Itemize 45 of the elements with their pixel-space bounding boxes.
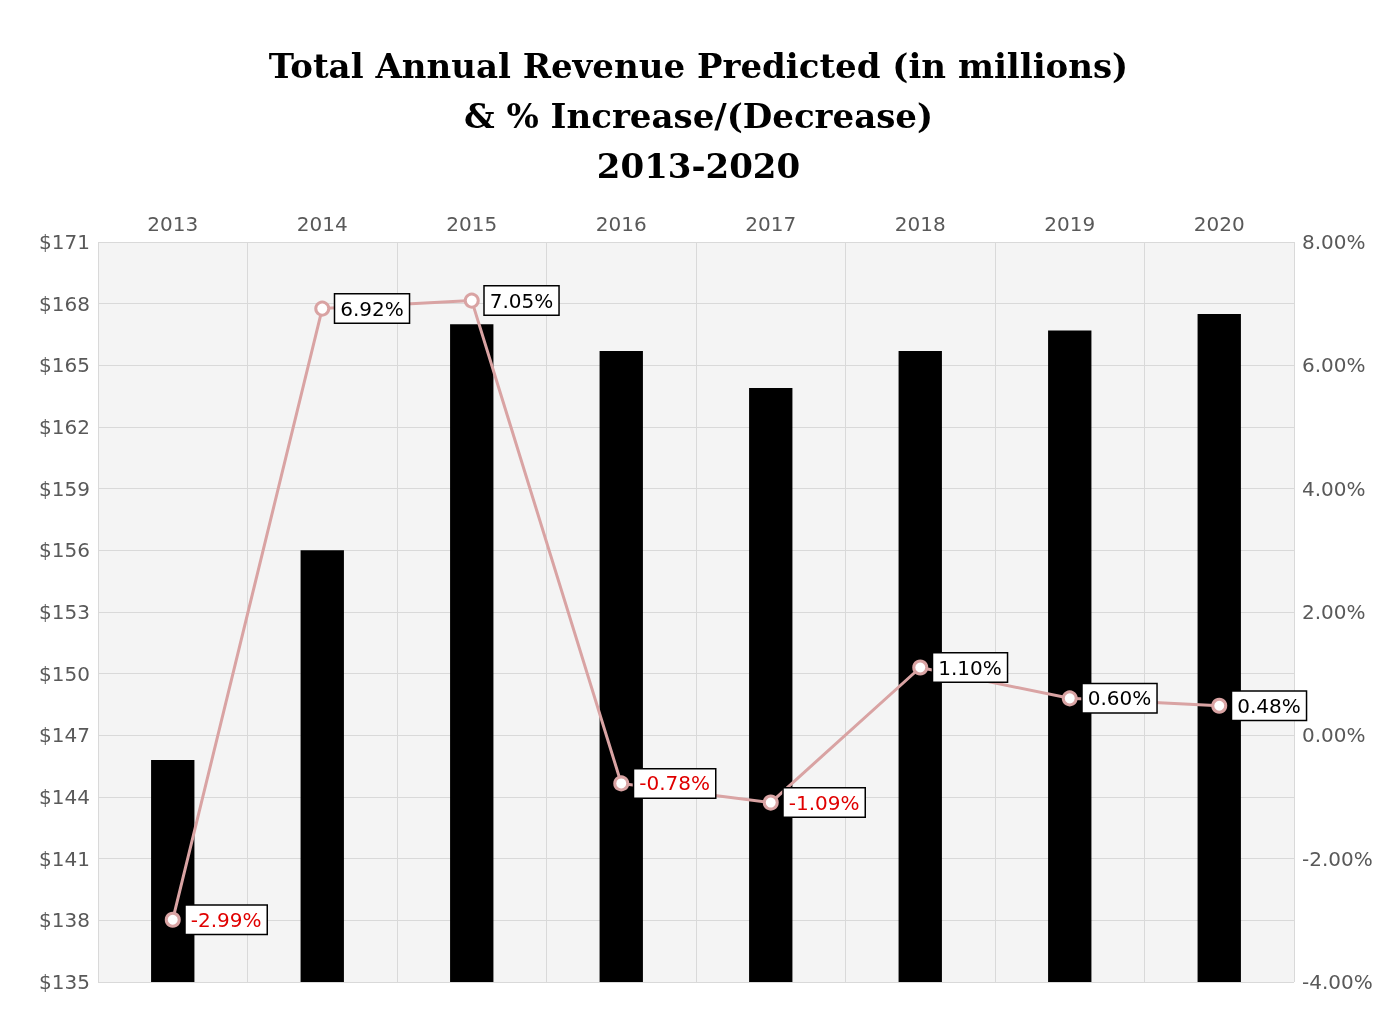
data-label: 0.60% — [1087, 686, 1152, 711]
data-label: 0.48% — [1237, 693, 1301, 718]
point — [164, 911, 181, 928]
data-label: 7.05% — [489, 288, 554, 313]
y-tick-label: $144 — [39, 785, 90, 809]
x-tick-label: 2016 — [595, 212, 647, 236]
x-tick-label: 2017 — [745, 212, 797, 236]
point — [463, 292, 480, 309]
y-tick-label: $135 — [39, 970, 90, 994]
data-label: -1.09% — [788, 790, 860, 815]
data-label: -0.78% — [639, 771, 711, 796]
y-tick-label: $165 — [39, 353, 90, 378]
y-tick-label: $150 — [39, 661, 90, 686]
x-tick-label: 2020 — [1193, 212, 1245, 236]
y2-tick-label: -2.00% — [1302, 846, 1373, 871]
data-label: -2.99% — [190, 907, 262, 932]
y-tick-label: $147 — [39, 723, 90, 748]
y-tick-label: $168 — [39, 291, 90, 316]
x-tick-label: 2019 — [1044, 212, 1096, 236]
point — [1061, 690, 1078, 707]
data-label: 6.92% — [340, 296, 404, 321]
x-tick-label: 2015 — [446, 212, 498, 236]
point — [912, 659, 929, 676]
point — [1211, 697, 1228, 714]
y-tick-label: $162 — [39, 415, 90, 439]
chart-title: Total Annual Revenue Predicted (in millions) & % Increase/(Decrease) 2013-2020 — [268, 46, 1129, 186]
y-tick-label: $156 — [39, 538, 90, 563]
y2-tick-label: 8.00% — [1302, 230, 1366, 254]
y2-tick-label: 0.00% — [1302, 723, 1366, 748]
y-tick-label: $141 — [39, 846, 90, 871]
y2-tick-label: 4.00% — [1302, 476, 1366, 501]
x-tick-label: 2018 — [894, 212, 946, 236]
data-label: 1.10% — [938, 655, 1002, 680]
y-tick-label: $171 — [39, 230, 90, 254]
point — [314, 300, 331, 317]
x-tick-label: 2013 — [147, 212, 199, 236]
y-tick-label: $159 — [39, 476, 90, 501]
point — [613, 775, 630, 792]
y2-tick-label: 2.00% — [1302, 600, 1366, 624]
y2-tick-label: 6.00% — [1302, 353, 1366, 378]
y2-tick-label: -4.00% — [1302, 970, 1373, 994]
y-tick-label: $138 — [39, 908, 90, 933]
y-tick-label: $153 — [39, 600, 90, 624]
x-tick-label: 2014 — [296, 212, 348, 236]
point — [762, 794, 779, 811]
